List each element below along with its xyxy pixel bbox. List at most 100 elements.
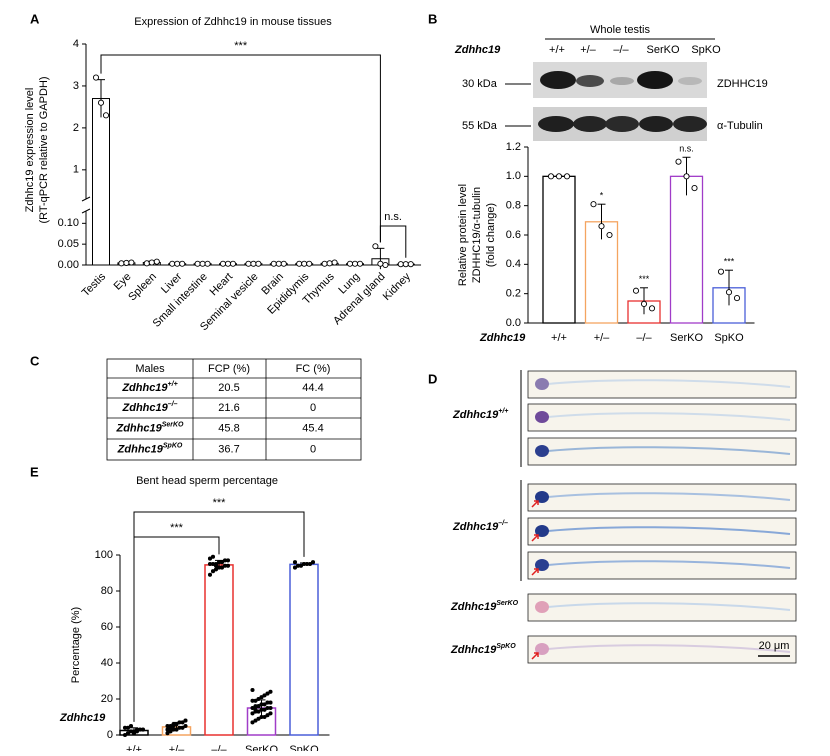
table-cell: Zdhhc19SerKO bbox=[115, 421, 184, 434]
protein-label: α-Tubulin bbox=[717, 120, 763, 132]
data-point bbox=[377, 260, 384, 267]
lane-label: +/+ bbox=[549, 44, 565, 56]
data-point bbox=[194, 260, 201, 267]
data-point bbox=[683, 173, 690, 180]
data-point bbox=[134, 729, 140, 734]
table-cell: 36.7 bbox=[218, 443, 239, 455]
genotype: +/+ bbox=[168, 381, 178, 388]
data-point bbox=[262, 693, 267, 698]
panel-label: D bbox=[428, 371, 437, 386]
data-point bbox=[717, 268, 725, 275]
data-point bbox=[407, 261, 414, 268]
scale-bar-label: 20 μm bbox=[759, 640, 790, 652]
significance-bracket bbox=[133, 511, 305, 722]
data-point bbox=[606, 231, 613, 239]
data-point bbox=[253, 707, 258, 712]
data-point bbox=[207, 572, 213, 577]
y-axis-label: Relative protein level bbox=[457, 184, 469, 286]
panel-label: A bbox=[30, 11, 40, 26]
sperm-head bbox=[535, 445, 549, 457]
data-point bbox=[256, 716, 261, 721]
table bbox=[106, 358, 362, 461]
table-border bbox=[106, 358, 362, 461]
data-point bbox=[225, 563, 231, 568]
data-point bbox=[125, 725, 131, 730]
data-point bbox=[675, 158, 682, 165]
band bbox=[637, 71, 673, 89]
data-point bbox=[270, 260, 277, 267]
data-point bbox=[563, 173, 571, 180]
y-tick-label: 100 bbox=[95, 549, 113, 561]
data-point bbox=[210, 569, 216, 574]
y-axis-label: Percentage (%) bbox=[70, 607, 82, 683]
significance-bracket bbox=[100, 54, 381, 243]
data-point bbox=[307, 561, 313, 567]
data-point bbox=[204, 260, 211, 267]
x-tick-label: +/– bbox=[169, 744, 185, 751]
lane-label: +/– bbox=[580, 44, 596, 56]
data-point bbox=[547, 173, 555, 180]
size-label: 30 kDa bbox=[462, 78, 498, 90]
data-point bbox=[180, 725, 185, 730]
table-header: FCP (%) bbox=[208, 363, 250, 375]
y-tick-label: 80 bbox=[101, 585, 113, 597]
data-point bbox=[331, 259, 338, 266]
data-point bbox=[183, 718, 188, 723]
table-header: Males bbox=[135, 363, 165, 375]
data-point bbox=[265, 713, 270, 718]
data-point bbox=[250, 711, 255, 716]
sperm-head bbox=[535, 378, 549, 390]
x-tick-label: –/– bbox=[211, 744, 227, 751]
x-tick-label: Testis bbox=[80, 270, 109, 299]
data-point bbox=[122, 732, 128, 738]
sperm-head bbox=[535, 411, 549, 423]
micrographs: Zdhhc19+/+ Zdhhc19–/– Zdhhc19SerKO Zdhhc… bbox=[450, 370, 797, 664]
data-point bbox=[292, 560, 298, 565]
panel-label: E bbox=[30, 464, 39, 479]
sperm-head bbox=[535, 643, 549, 655]
band bbox=[673, 116, 707, 132]
data-point bbox=[250, 720, 255, 725]
data-point bbox=[275, 260, 282, 267]
data-point bbox=[219, 260, 227, 267]
significance: *** bbox=[170, 522, 184, 534]
y-axis-label: Zdhhc19 expression level bbox=[24, 88, 36, 213]
data-point bbox=[648, 305, 656, 312]
data-point bbox=[219, 560, 225, 565]
band bbox=[639, 116, 673, 132]
protein-label: ZDHHC19 bbox=[717, 78, 768, 90]
data-point bbox=[219, 565, 225, 570]
data-point bbox=[250, 260, 257, 267]
y-tick-label: 0.00 bbox=[58, 259, 79, 271]
bar bbox=[542, 175, 576, 324]
arrow bbox=[531, 534, 539, 542]
y-tick-label: 20 bbox=[101, 693, 113, 705]
data-point bbox=[301, 260, 308, 267]
table-cell: 21.6 bbox=[218, 402, 239, 414]
x-tick-label: +/– bbox=[594, 332, 610, 344]
y-tick-label: 3 bbox=[73, 80, 79, 92]
band bbox=[576, 75, 604, 87]
x-tick-label: SerKO bbox=[245, 744, 278, 751]
data-point bbox=[102, 112, 110, 119]
sperm-tail bbox=[547, 526, 791, 535]
data-point bbox=[169, 260, 176, 267]
data-point bbox=[268, 700, 273, 705]
group-label: Zdhhc19–/– bbox=[452, 520, 508, 533]
x-axis-label: Zdhhc19 bbox=[59, 712, 106, 724]
bar bbox=[204, 564, 234, 736]
y-tick-label: 0.0 bbox=[506, 317, 521, 329]
genotype: SpKO bbox=[163, 442, 183, 449]
axis-break bbox=[81, 208, 91, 214]
data-point bbox=[372, 243, 379, 250]
y-tick-label: 1.2 bbox=[506, 141, 521, 153]
data-point bbox=[255, 260, 262, 267]
data-point bbox=[298, 563, 304, 568]
arrow bbox=[531, 568, 539, 576]
data-point bbox=[207, 556, 213, 561]
blot-header: Whole testis bbox=[590, 24, 650, 36]
table-cell: 45.4 bbox=[302, 422, 323, 434]
bar bbox=[92, 98, 110, 266]
x-tick-label: SerKO bbox=[670, 332, 703, 344]
